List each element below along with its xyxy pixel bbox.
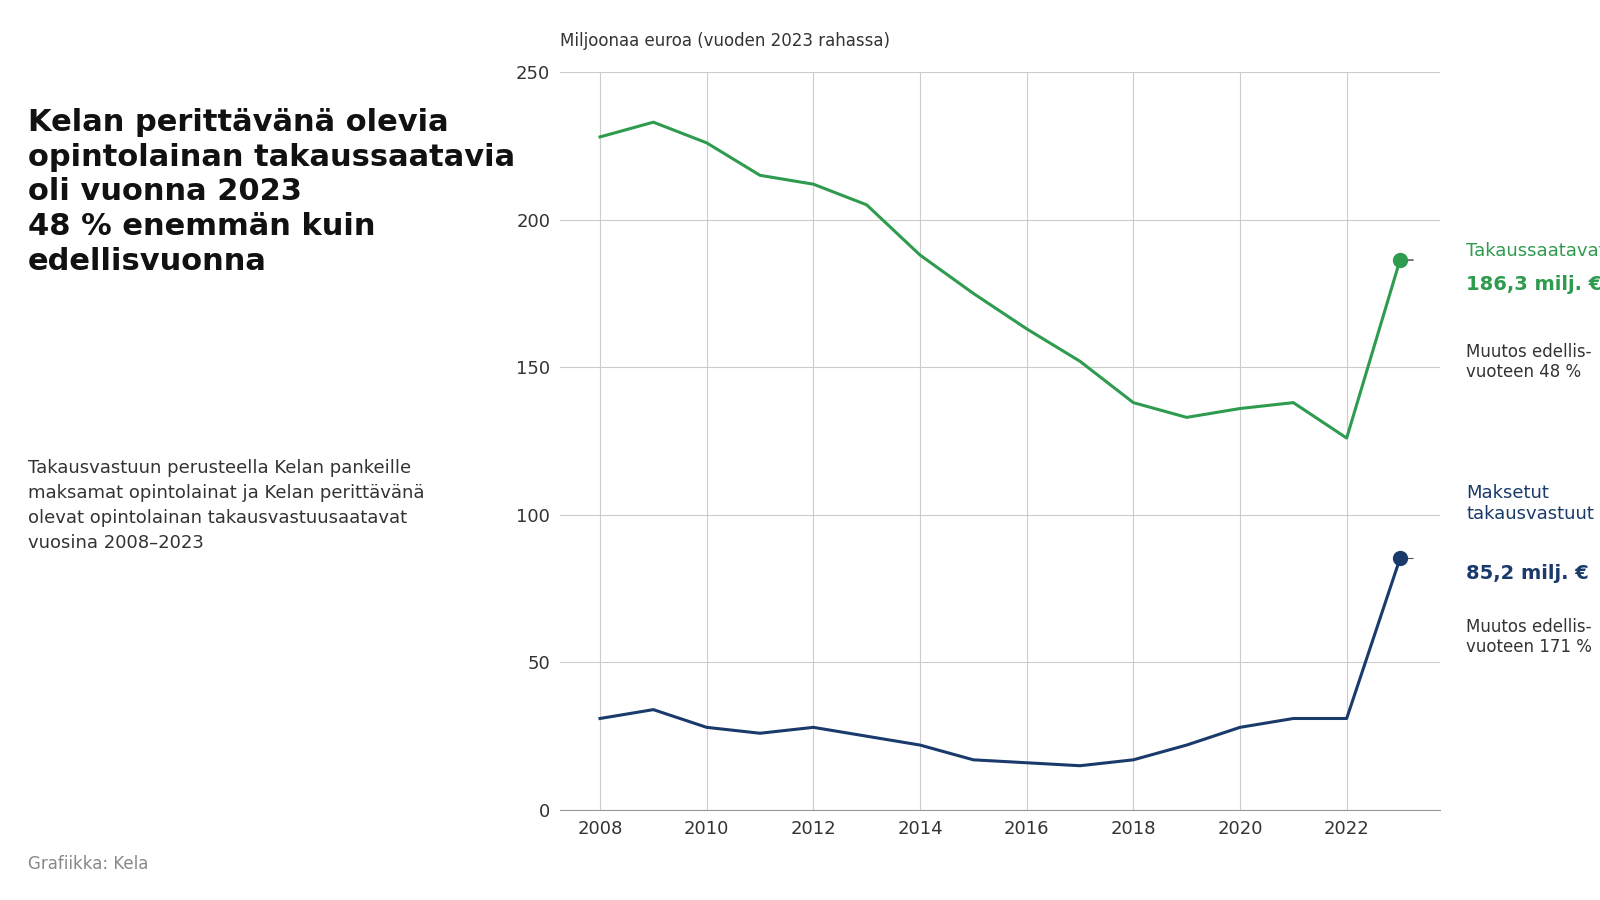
Text: Muutos edellis-
vuoteen 171 %: Muutos edellis- vuoteen 171 % [1467,617,1592,656]
Text: Muutos edellis-
vuoteen 48 %: Muutos edellis- vuoteen 48 % [1467,343,1592,382]
Text: Takaussaatavat: Takaussaatavat [1467,242,1600,260]
Text: 85,2 milj. €: 85,2 milj. € [1467,564,1589,583]
Text: Kelan perittävänä olevia
opintolainan takaussaatavia
oli vuonna 2023
48 % enemmä: Kelan perittävänä olevia opintolainan ta… [29,108,515,276]
Text: Takausvastuun perusteella Kelan pankeille
maksamat opintolainat ja Kelan perittä: Takausvastuun perusteella Kelan pankeill… [29,459,424,552]
Text: Maksetut
takausvastuut: Maksetut takausvastuut [1467,484,1594,523]
Text: Miljoonaa euroa (vuoden 2023 rahassa): Miljoonaa euroa (vuoden 2023 rahassa) [560,32,890,50]
Text: Grafiikka: Kela: Grafiikka: Kela [29,855,149,873]
Text: 186,3 milj. €: 186,3 milj. € [1467,274,1600,293]
